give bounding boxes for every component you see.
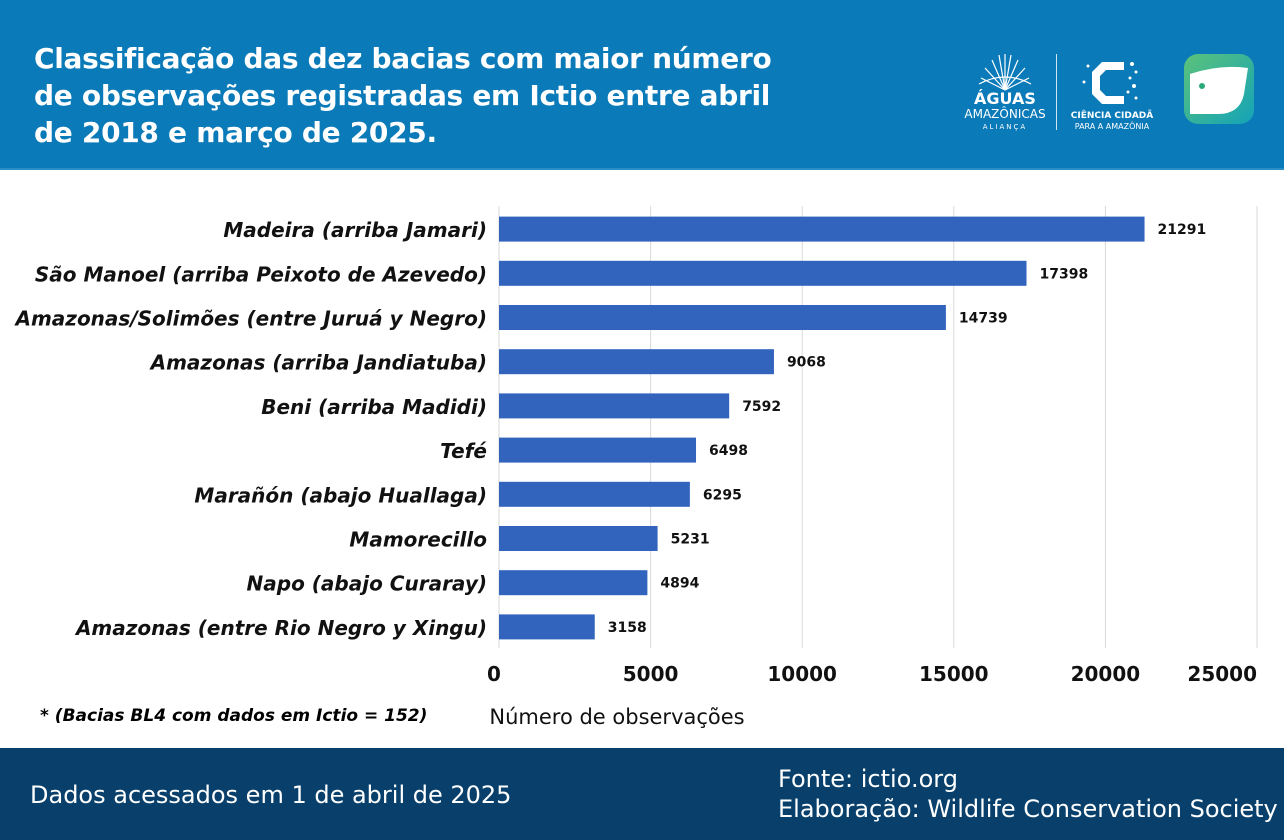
category-label-4: Beni (arriba Madidi) — [261, 395, 487, 419]
category-label-7: Mamorecillo — [349, 528, 487, 552]
value-label-5: 6498 — [709, 443, 748, 459]
bar-6 — [499, 481, 690, 507]
logo-divider — [1056, 54, 1057, 130]
x-axis-label: Número de observações — [489, 705, 744, 729]
value-label-8: 4894 — [660, 576, 699, 592]
ciencia-cidada-logo: CIÊNCIA CIDADÃ PARA A AMAZÔNIA — [1071, 62, 1154, 131]
fish-app-icon — [1184, 54, 1254, 124]
category-label-0: Madeira (arriba Jamari) — [223, 218, 487, 242]
bar-5 — [499, 437, 697, 463]
aguas-amazonicas-logo: ÁGUAS AMAZÔNICAS ALIANÇA — [964, 54, 1046, 131]
footnote: * (Bacias BL4 com dados em Ictio = 152) — [40, 706, 428, 726]
tick-label-3: 15000 — [919, 662, 989, 686]
value-label-4: 7592 — [742, 399, 781, 415]
credit-text: Elaboração: Wildlife Conservation Societ… — [778, 795, 1278, 823]
category-label-9: Amazonas (entre Rio Negro y Xingu) — [74, 616, 487, 640]
category-labels: Madeira (arriba Jamari) São Manoel (arrib… — [13, 218, 487, 640]
logo2-line2: PARA A AMAZÔNIA — [1075, 120, 1150, 131]
bar-9 — [499, 614, 595, 640]
category-label-5: Tefé — [440, 439, 487, 463]
value-labels: 21291 17398 14739 9068 7592 6498 6295 5231 4894 3… — [608, 222, 1207, 636]
source-credit: Fonte: ictio.org Elaboração: Wildlife Co… — [778, 764, 1278, 824]
logo2-line1: CIÊNCIA CIDADÃ — [1071, 109, 1154, 121]
category-label-6: Marañón (abajo Huallaga) — [194, 483, 487, 507]
tick-label-2: 10000 — [767, 662, 837, 686]
source-text: Fonte: ictio.org — [778, 765, 958, 793]
chart-title: Classificação das dez bacias com maior n… — [34, 42, 772, 149]
bar-4 — [499, 393, 730, 419]
ciencia-c-icon — [1082, 62, 1138, 104]
logo1-line2: AMAZÔNICAS — [964, 106, 1045, 121]
bar-7 — [499, 526, 658, 551]
value-label-6: 6295 — [703, 487, 742, 503]
header-banner: Classificação das dez bacias com maior n… — [0, 0, 1284, 170]
tick-labels: 0 5000 10000 15000 20000 25000 — [487, 662, 1257, 686]
accessed-date: Dados acessados em 1 de abril de 2025 — [30, 781, 512, 809]
tick-label-1: 5000 — [623, 662, 679, 686]
footer: Dados acessados em 1 de abril de 2025 Fo… — [0, 748, 1284, 840]
value-label-9: 3158 — [608, 620, 647, 636]
category-label-3: Amazonas (arriba Jandiatuba) — [149, 351, 487, 375]
bar-1 — [499, 260, 1027, 286]
category-label-1: São Manoel (arriba Peixoto de Azevedo) — [35, 262, 487, 286]
bar-2 — [499, 305, 946, 330]
value-label-1: 17398 — [1040, 266, 1089, 282]
bar-8 — [499, 570, 648, 596]
bars — [499, 216, 1145, 640]
bar-0 — [499, 216, 1145, 242]
value-label-3: 9068 — [787, 355, 826, 371]
aguas-fan-icon — [978, 54, 1032, 91]
value-label-7: 5231 — [671, 532, 710, 548]
tick-label-5: 25000 — [1187, 662, 1257, 686]
tick-label-4: 20000 — [1071, 662, 1141, 686]
bar-3 — [499, 349, 774, 375]
value-label-0: 21291 — [1158, 222, 1207, 238]
logo1-line1: ÁGUAS — [974, 89, 1036, 108]
bar-chart: Madeira (arriba Jamari) São Manoel (arrib… — [13, 206, 1258, 729]
logo1-line3: ALIANÇA — [983, 123, 1027, 131]
category-label-8: Napo (abajo Curaray) — [247, 572, 487, 596]
tick-label-0: 0 — [487, 662, 501, 686]
value-label-2: 14739 — [959, 311, 1008, 327]
category-label-2: Amazonas/Solimões (entre Juruá y Negro) — [13, 307, 487, 331]
